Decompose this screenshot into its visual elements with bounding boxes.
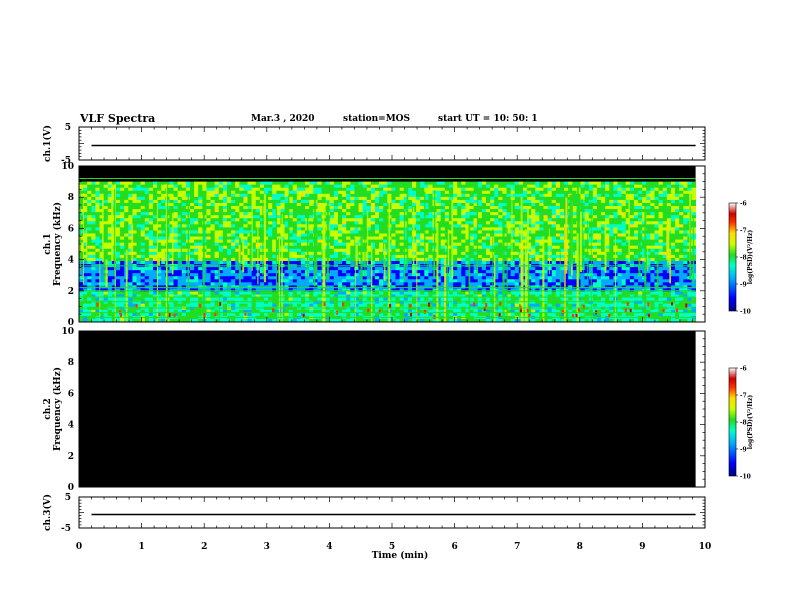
hot-spot (410, 312, 413, 317)
hot-spot (158, 312, 161, 317)
chart-start-time: start UT = 10: 50: 1 (438, 114, 538, 124)
chart-date: Mar.3 , 2020 (251, 114, 315, 124)
chart-station: station=MOS (343, 114, 411, 124)
hot-spot (203, 312, 206, 317)
hot-spot (577, 307, 580, 312)
x-tick-label: 5 (389, 542, 395, 552)
panel-2-ylabel: Frequency (kHz) (52, 367, 63, 451)
hot-spot (626, 301, 629, 306)
hot-spot (608, 313, 611, 318)
hot-spot (671, 301, 674, 306)
colorbar-tick-label: -10 (740, 474, 751, 481)
hot-spot (472, 302, 475, 307)
hot-spot (214, 312, 217, 317)
hot-spot (624, 308, 627, 313)
panel-2-channel-label: ch.2 (43, 398, 53, 419)
hot-spot (173, 313, 176, 318)
hot-spot (647, 302, 650, 307)
hot-spot (219, 301, 222, 306)
colorbar-tick-label: -9 (740, 447, 747, 454)
hot-spot (409, 303, 412, 308)
x-tick-label: 4 (326, 542, 332, 552)
hot-spot (575, 313, 578, 318)
chart-title: VLF Spectra (80, 112, 156, 125)
x-tick-label: 9 (639, 542, 645, 552)
hot-spot (582, 304, 585, 309)
y-tick-label: -5 (61, 524, 71, 534)
y-tick-label: 2 (68, 287, 74, 297)
x-tick-label: 3 (264, 542, 270, 552)
hot-spot (302, 314, 305, 319)
spectrogram-background-2 (79, 331, 696, 487)
panel-1-ylabel: Frequency (kHz) (52, 202, 63, 286)
hot-spot (323, 302, 326, 307)
colorbar-1 (728, 367, 737, 477)
hot-spot (526, 308, 529, 313)
hot-spot (120, 313, 123, 318)
y-tick-label: 8 (68, 358, 74, 368)
panel-0-ylabel: ch.1(V) (42, 125, 53, 162)
x-axis-label: Time (min) (372, 550, 429, 561)
x-tick-label: 7 (514, 542, 520, 552)
hot-spot (135, 303, 138, 308)
hot-spot (483, 307, 486, 312)
hot-spot (168, 313, 171, 318)
hot-spot (485, 303, 488, 308)
hot-spot (662, 309, 665, 314)
y-tick-label: 8 (68, 193, 74, 203)
hot-spot (367, 308, 370, 313)
hot-spot (272, 307, 275, 312)
hot-spot (199, 303, 202, 308)
y-tick-label: 2 (68, 452, 74, 462)
y-tick-label: 6 (68, 389, 74, 399)
panel-1-channel-label: ch.1 (43, 233, 53, 254)
y-tick-label: 5 (65, 123, 71, 133)
hot-spot (499, 301, 502, 306)
x-tick-label: 1 (138, 542, 144, 552)
hot-spot (96, 302, 99, 307)
hot-spot (528, 314, 531, 319)
hot-spot (342, 302, 345, 307)
y-tick-label: 0 (68, 318, 74, 328)
colorbar-label: log(PSD)(V²/Hz) (747, 230, 754, 285)
y-tick-label: 4 (68, 421, 74, 431)
hot-spot (427, 302, 430, 307)
hot-spot (244, 311, 247, 316)
x-tick-label: 0 (76, 542, 82, 552)
y-tick-label: 10 (61, 327, 74, 337)
colorbar-0 (728, 202, 737, 312)
colorbar-tick-label: -6 (740, 366, 747, 373)
y-tick-label: 4 (68, 256, 74, 266)
hot-spot (561, 310, 564, 315)
x-tick-label: 10 (699, 542, 712, 552)
hot-spot (685, 303, 688, 308)
y-tick-label: 10 (61, 162, 74, 172)
colorbar-tick-label: -7 (740, 228, 747, 235)
colorbar-tick-label: -8 (740, 420, 747, 427)
colorbar-tick-label: -6 (740, 201, 747, 208)
hot-spot (572, 314, 575, 319)
x-tick-label: 8 (577, 542, 583, 552)
x-tick-label: 6 (451, 542, 457, 552)
hot-spot (389, 303, 392, 308)
colorbar-tick-label: -10 (740, 309, 751, 316)
colorbar-tick-label: -7 (740, 393, 747, 400)
x-tick-label: 2 (201, 542, 207, 552)
hot-spot (498, 312, 501, 317)
y-tick-label: 5 (65, 493, 71, 503)
hot-spot (675, 308, 678, 313)
hot-spot (629, 308, 632, 313)
y-tick-label: -5 (61, 156, 71, 166)
hot-spot (424, 309, 427, 314)
hot-spot (647, 314, 650, 319)
hot-spot (378, 309, 381, 314)
colorbar-label: log(PSD)(V²/Hz) (747, 395, 754, 450)
panel-3-ylabel: ch.3(V) (42, 494, 53, 531)
hot-spot (519, 308, 522, 313)
colorbar-tick-label: -8 (740, 255, 747, 262)
colorbar-tick-label: -9 (740, 282, 747, 289)
y-tick-label: 0 (68, 483, 74, 493)
y-tick-label: 6 (68, 224, 74, 234)
